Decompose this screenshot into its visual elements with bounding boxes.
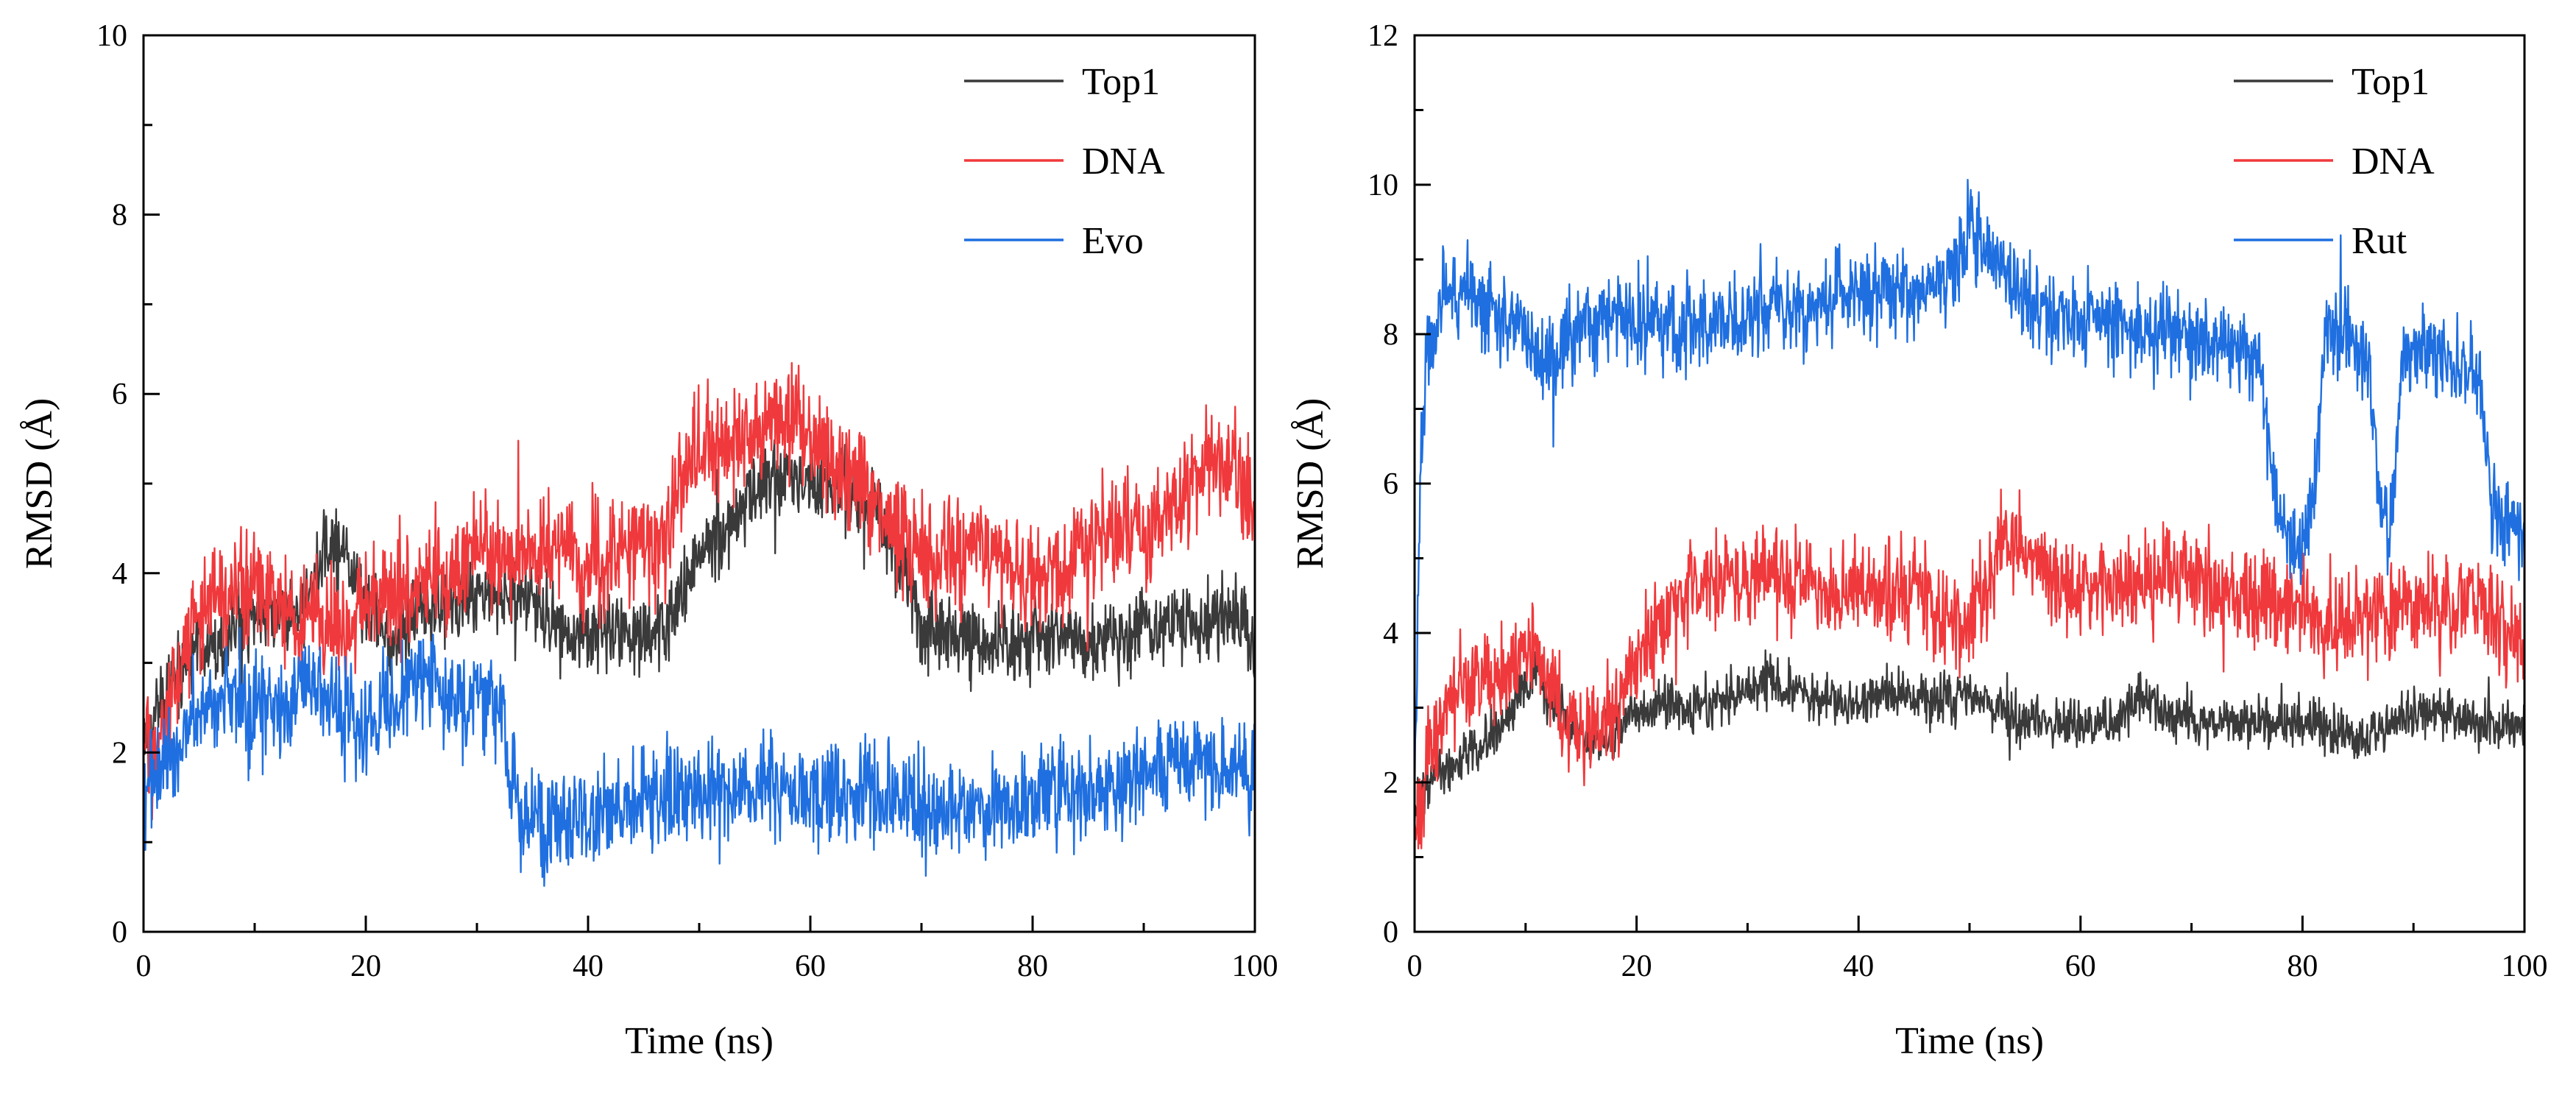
series-group xyxy=(1415,179,2524,850)
legend-label-evo: Evo xyxy=(1082,220,1144,262)
x-tick-label: 40 xyxy=(1843,949,1874,983)
y-tick-label: 0 xyxy=(1383,916,1398,949)
y-tick-label: 6 xyxy=(112,378,127,411)
legend-label-top1: Top1 xyxy=(2352,61,2430,103)
x-tick-label: 80 xyxy=(1017,949,1048,983)
x-axis-title: Time (ns) xyxy=(1895,1020,2044,1062)
y-tick-label: 4 xyxy=(1383,617,1398,651)
y-tick-label: 10 xyxy=(96,19,127,53)
legend-label-top1: Top1 xyxy=(1082,61,1160,103)
x-tick-label: 80 xyxy=(2287,949,2318,983)
x-tick-label: 60 xyxy=(795,949,826,983)
x-tick-label: 100 xyxy=(2502,949,2548,983)
y-tick-label: 4 xyxy=(112,557,127,591)
y-tick-label: 6 xyxy=(1383,467,1398,501)
x-tick-label: 20 xyxy=(1621,949,1652,983)
y-tick-label: 12 xyxy=(1367,19,1398,53)
legend: Top1 DNA Rut xyxy=(2234,61,2435,262)
x-tick-label: 0 xyxy=(136,949,152,983)
x-tick-label: 0 xyxy=(1407,949,1423,983)
y-axis-title: RMSD (Å) xyxy=(18,398,60,570)
series-line-evo xyxy=(144,626,1255,887)
y-axis-title: RMSD (Å) xyxy=(1289,398,1331,570)
y-tick-label: 0 xyxy=(112,916,127,949)
legend-label-dna: DNA xyxy=(1082,141,1165,183)
x-axis-title: Time (ns) xyxy=(625,1020,774,1062)
x-tick-label: 60 xyxy=(2065,949,2096,983)
x-tick-label: 40 xyxy=(573,949,604,983)
series-line-rut xyxy=(1415,179,2524,796)
rmsd-panel-left: 0 20 40 60 80 100 0 2 4 6 8 10 Time (ns) RMSD (Å) Top1… xyxy=(18,19,1278,1062)
legend-label-rut: Rut xyxy=(2352,220,2407,262)
legend: Top1 DNA Evo xyxy=(964,61,1165,262)
y-tick-label: 8 xyxy=(1383,318,1398,352)
y-tick-label: 10 xyxy=(1367,169,1398,202)
y-tick-label: 2 xyxy=(112,736,127,770)
legend-label-dna: DNA xyxy=(2352,141,2435,183)
x-tick-label: 20 xyxy=(350,949,381,983)
y-tick-label: 8 xyxy=(112,199,127,233)
series-line-top1 xyxy=(144,439,1255,793)
series-line-dna xyxy=(1415,488,2524,850)
rmsd-panel-right: 0 20 40 60 80 100 0 2 4 6 8 10 12 Time (ns) RMSD (Å) To… xyxy=(1289,19,2548,1062)
series-line-dna xyxy=(144,361,1255,821)
x-tick-label: 100 xyxy=(1232,949,1278,983)
series-line-top1 xyxy=(1415,648,2524,832)
y-tick-label: 2 xyxy=(1383,766,1398,800)
series-group xyxy=(144,361,1255,887)
